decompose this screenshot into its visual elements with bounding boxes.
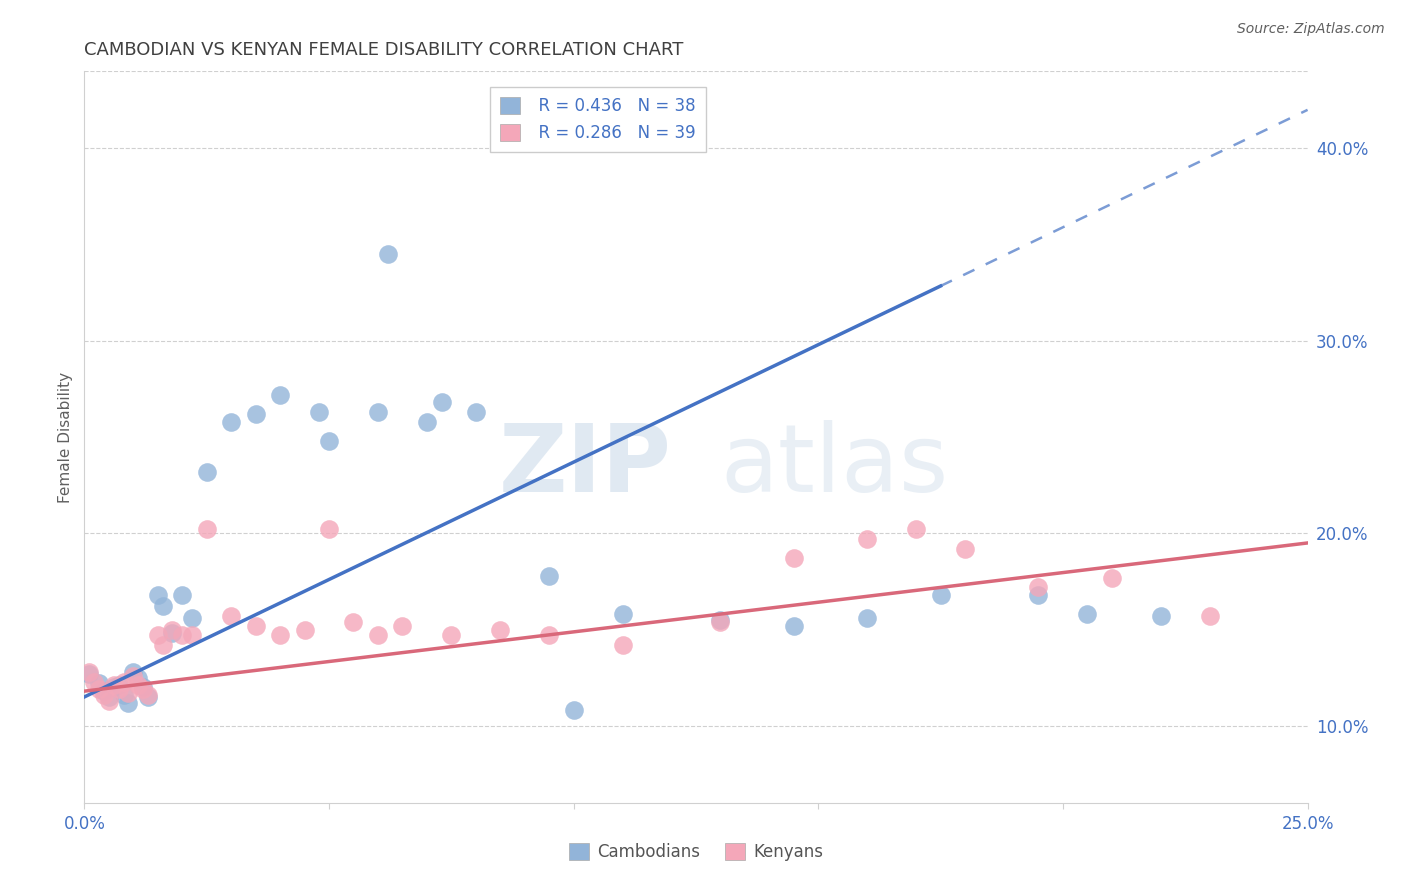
Y-axis label: Female Disability: Female Disability xyxy=(58,371,73,503)
Point xyxy=(377,247,399,261)
Point xyxy=(152,599,174,614)
Point xyxy=(464,405,486,419)
Point xyxy=(162,623,184,637)
Point xyxy=(195,523,218,537)
Point xyxy=(612,607,634,622)
Point xyxy=(1150,609,1173,624)
Point xyxy=(103,678,125,692)
Point xyxy=(136,690,159,704)
Point xyxy=(181,611,204,625)
Point xyxy=(77,666,100,681)
Point xyxy=(112,688,135,702)
Text: atlas: atlas xyxy=(720,420,949,512)
Point xyxy=(146,628,169,642)
Point xyxy=(269,388,291,402)
Point xyxy=(77,665,100,679)
Point xyxy=(122,669,145,683)
Point xyxy=(783,618,806,632)
Point xyxy=(127,671,149,685)
Point xyxy=(122,665,145,679)
Point xyxy=(269,628,291,642)
Point xyxy=(562,703,585,717)
Point xyxy=(87,676,110,690)
Point xyxy=(856,611,879,625)
Point xyxy=(440,628,463,642)
Point xyxy=(1101,571,1123,585)
Point xyxy=(87,682,110,697)
Point xyxy=(391,618,413,632)
Point xyxy=(162,626,184,640)
Point xyxy=(219,609,242,624)
Point xyxy=(132,681,155,695)
Point xyxy=(132,682,155,697)
Point xyxy=(1198,609,1220,624)
Point xyxy=(97,690,120,704)
Point xyxy=(219,415,242,429)
Point xyxy=(172,588,194,602)
Point xyxy=(117,686,139,700)
Point xyxy=(905,523,928,537)
Point xyxy=(1028,580,1050,594)
Point xyxy=(127,678,149,692)
Point xyxy=(172,628,194,642)
Point xyxy=(1076,607,1098,622)
Point xyxy=(112,674,135,689)
Point xyxy=(245,618,267,632)
Point xyxy=(152,638,174,652)
Point xyxy=(195,465,218,479)
Point xyxy=(1028,588,1050,602)
Text: ZIP: ZIP xyxy=(499,420,672,512)
Point xyxy=(612,638,634,652)
Point xyxy=(709,615,731,629)
Point xyxy=(146,588,169,602)
Point xyxy=(367,628,389,642)
Text: Source: ZipAtlas.com: Source: ZipAtlas.com xyxy=(1237,22,1385,37)
Point xyxy=(783,551,806,566)
Point xyxy=(83,674,105,689)
Point xyxy=(107,678,129,692)
Point xyxy=(107,682,129,697)
Legend: Cambodians, Kenyans: Cambodians, Kenyans xyxy=(562,836,830,868)
Point xyxy=(318,434,340,448)
Point xyxy=(318,523,340,537)
Point xyxy=(181,628,204,642)
Point xyxy=(308,405,330,419)
Point xyxy=(117,696,139,710)
Point xyxy=(93,684,115,698)
Point xyxy=(538,568,561,582)
Point xyxy=(93,688,115,702)
Point xyxy=(245,407,267,421)
Text: CAMBODIAN VS KENYAN FEMALE DISABILITY CORRELATION CHART: CAMBODIAN VS KENYAN FEMALE DISABILITY CO… xyxy=(84,41,683,59)
Point xyxy=(294,623,316,637)
Point xyxy=(538,628,561,642)
Point xyxy=(953,541,976,556)
Point xyxy=(929,588,952,602)
Point xyxy=(430,395,453,409)
Point xyxy=(856,532,879,546)
Point xyxy=(489,623,512,637)
Point xyxy=(136,688,159,702)
Point xyxy=(97,694,120,708)
Point xyxy=(103,681,125,695)
Point xyxy=(367,405,389,419)
Point xyxy=(709,613,731,627)
Point xyxy=(342,615,364,629)
Point xyxy=(416,415,439,429)
